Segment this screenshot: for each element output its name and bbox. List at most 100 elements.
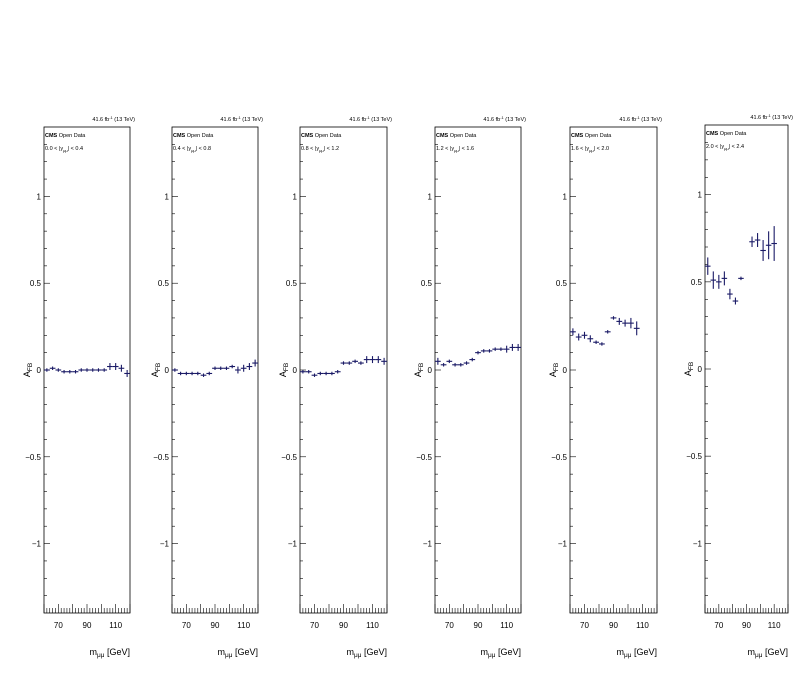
x-axis-title: mμμ [GeV] — [217, 647, 258, 659]
y-axis-title: AFB — [22, 363, 34, 377]
data-point — [317, 371, 324, 376]
y-tick-label: −0.5 — [153, 453, 169, 462]
data-point — [44, 368, 50, 372]
y-tick-label: 0.5 — [691, 278, 703, 287]
x-tick-label: 110 — [109, 621, 122, 630]
x-tick-label: 90 — [609, 621, 618, 630]
x-axis-title-unit: [GeV] — [762, 647, 788, 657]
cms-open-data-label: CMS Open Data — [436, 133, 477, 139]
lumi-label: 41.6 fb-1 (13 TeV) — [349, 115, 392, 123]
data-point — [375, 356, 382, 364]
data-point — [765, 231, 772, 260]
y-axis-title-main: A — [150, 371, 160, 377]
rapidity-bin-label: 0.0 < |yμμ| < 0.4 — [45, 146, 83, 153]
bin-label-sub: μμ — [191, 148, 196, 153]
y-axis-title: AFB — [683, 362, 695, 376]
data-point — [721, 271, 728, 286]
data-point — [732, 297, 739, 305]
y-tick-label: 1 — [165, 192, 170, 201]
data-point — [492, 347, 499, 351]
plot-frame — [704, 124, 789, 614]
x-tick-label: 70 — [714, 621, 723, 630]
x-tick-label: 90 — [742, 621, 751, 630]
x-axis-title-sub: μμ — [97, 652, 105, 659]
lumi-value: 41.6 fb — [220, 117, 237, 123]
data-point — [509, 343, 516, 351]
cms-label: CMS — [571, 133, 584, 139]
data-point — [112, 363, 119, 370]
data-point — [749, 236, 755, 247]
y-tick-label: 0 — [293, 366, 298, 375]
panel-3: 1 0.5 0 −0.5 −1 70 90 110 41.6 fb-1 (13 TeV) CMS … — [278, 115, 392, 659]
cms-open-data-label: CMS Open Data — [706, 131, 747, 137]
data-point — [66, 370, 73, 374]
bin-label-end: | < 0.4 — [68, 146, 83, 152]
open-data-label: Open Data — [57, 133, 86, 139]
y-tick-label: 1 — [563, 192, 568, 201]
data-point — [49, 366, 56, 370]
x-axis-title: mμμ [GeV] — [616, 647, 657, 659]
y-axis-title: AFB — [548, 363, 560, 377]
x-axis-title: mμμ [GeV] — [480, 647, 521, 659]
data-point — [369, 356, 376, 364]
lumi-energy: (13 TeV) — [504, 117, 526, 123]
bin-label-sub: μμ — [454, 148, 459, 153]
x-tick-label: 90 — [211, 621, 220, 630]
data-point — [358, 361, 364, 365]
lumi-exponent: -1 — [500, 115, 504, 120]
data-point — [593, 340, 599, 344]
data-point — [217, 366, 224, 370]
y-tick-label: 0 — [37, 366, 42, 375]
cms-label: CMS — [436, 133, 449, 139]
lumi-energy: (13 TeV) — [640, 117, 662, 123]
cms-open-data-label: CMS Open Data — [173, 133, 214, 139]
data-point — [480, 349, 487, 353]
panel-2: 1 0.5 0 −0.5 −1 70 90 110 41.6 fb-1 (13 TeV) CMS … — [150, 115, 263, 659]
lumi-exponent: -1 — [109, 115, 113, 120]
bin-label-sub: μμ — [63, 148, 68, 153]
data-point — [240, 364, 247, 372]
x-axis-title-main: m — [616, 647, 624, 657]
rapidity-bin-label: 1.6 < |yμμ| < 2.0 — [571, 146, 609, 153]
bin-label-start: 2.0 < |y — [706, 144, 724, 150]
data-point — [705, 257, 711, 275]
lumi-value: 41.6 fb — [483, 117, 500, 123]
y-axis-title-main: A — [22, 371, 32, 377]
bin-label-sub: μμ — [319, 148, 324, 153]
y-axis-title-sub: FB — [418, 363, 425, 371]
lumi-exponent: -1 — [237, 115, 241, 120]
y-tick-label: 0.5 — [421, 279, 433, 288]
x-axis-title: mμμ [GeV] — [89, 647, 130, 659]
y-axis-title-main: A — [548, 371, 558, 377]
bin-label-end: | < 1.2 — [324, 146, 339, 152]
plot-frame — [569, 126, 658, 614]
lumi-energy: (13 TeV) — [370, 117, 392, 123]
data-point — [189, 371, 195, 376]
data-point — [622, 319, 628, 327]
data-point — [352, 359, 358, 364]
y-tick-label: 0 — [563, 366, 568, 375]
data-point — [486, 349, 493, 353]
bin-label-start: 0.8 < |y — [301, 146, 319, 152]
data-point — [463, 361, 470, 365]
x-tick-label: 110 — [636, 621, 649, 630]
data-point — [212, 366, 218, 370]
data-point — [727, 288, 733, 300]
plot-frame — [299, 126, 388, 614]
y-tick-label: 1 — [37, 192, 42, 201]
rapidity-bin-label: 0.8 < |yμμ| < 1.2 — [301, 146, 339, 153]
y-tick-label: −0.5 — [686, 452, 702, 461]
data-point — [363, 356, 370, 364]
y-axis-title-sub: FB — [283, 363, 290, 371]
x-axis-title-sub: μμ — [624, 652, 632, 659]
x-tick-label: 70 — [182, 621, 191, 630]
data-point — [101, 368, 108, 372]
data-point — [206, 371, 213, 376]
data-point — [89, 368, 96, 372]
panel-5: 1 0.5 0 −0.5 −1 70 90 110 41.6 fb-1 (13 TeV) CMS … — [548, 115, 662, 659]
bin-label-end: | < 2.0 — [594, 146, 609, 152]
rapidity-bin-label: 1.2 < |yμμ| < 1.6 — [436, 146, 474, 153]
x-tick-label: 90 — [474, 621, 483, 630]
x-axis-title: mμμ [GeV] — [346, 647, 387, 659]
